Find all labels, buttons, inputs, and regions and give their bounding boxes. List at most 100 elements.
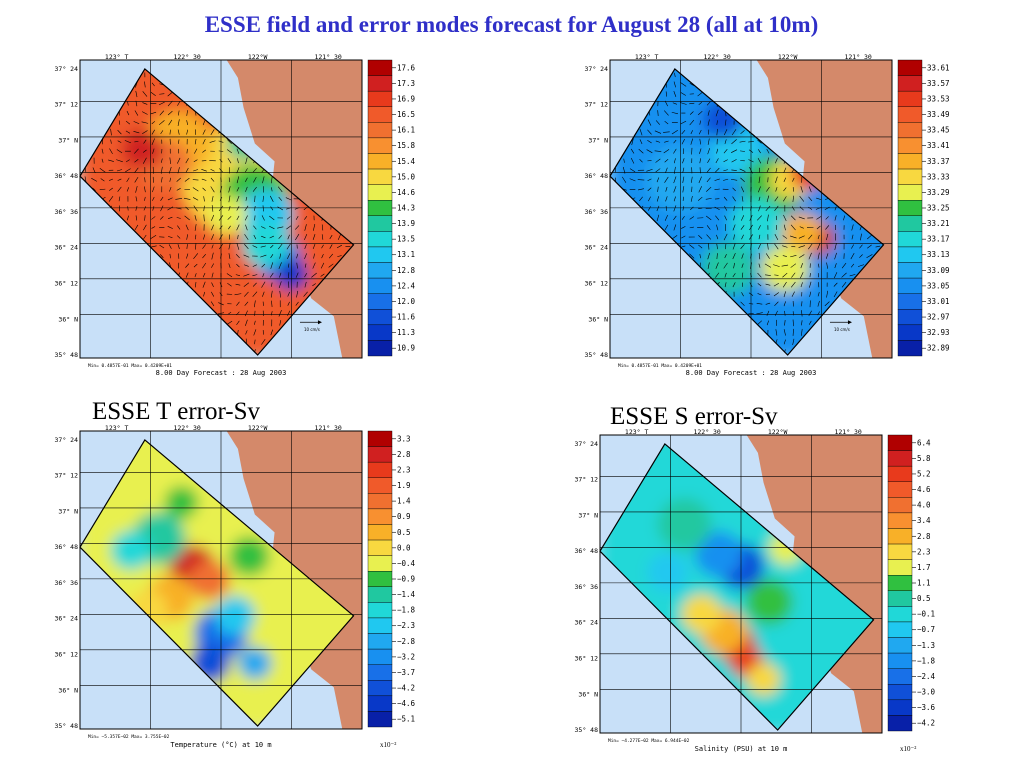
colorbar-label: 4.6 — [917, 485, 931, 494]
colorbar-swatch — [367, 461, 393, 478]
salt-error-map-svg: 123° T 122° 30 122°W 121° 30 37° 24 37° 12 37°… — [575, 428, 936, 753]
colorbar-label: −0.7 — [917, 625, 935, 634]
colorbar-label: 12.8 — [397, 266, 416, 275]
colorbar-swatch — [367, 508, 393, 525]
colorbar-swatch — [367, 168, 393, 185]
colorbar-label: 33.05 — [927, 281, 950, 290]
colorbar-label: 33.13 — [927, 250, 950, 259]
temp-field-colorbar: 17.6 17.3 16.9 16.5 16.1 15.8 15.4 15.0 14.6 14.3… — [367, 59, 416, 357]
lat-tick-label: 37° 24 — [55, 436, 79, 444]
colorbar-label: 11.3 — [397, 328, 415, 337]
lon-tick-label: 122° 30 — [693, 428, 720, 436]
colorbar-label: −4.6 — [397, 699, 416, 708]
colorbar-swatch — [367, 446, 393, 463]
colorbar-label: 33.45 — [927, 126, 950, 135]
colorbar-swatch — [367, 430, 393, 447]
colorbar-label: 13.1 — [397, 250, 415, 259]
temp-error-scale-note: x10⁻² — [380, 741, 396, 749]
panel-salt-field: 123° T 122° 30 122°W 121° 30 37° 24 37° 12 37°… — [578, 52, 973, 382]
lat-tick-label: 36° 48 — [55, 543, 79, 551]
colorbar-swatch — [897, 231, 923, 248]
colorbar-label: 33.53 — [927, 94, 950, 103]
lon-tick-label: 121° 30 — [844, 53, 871, 61]
salt-field-min-max: Min= 0.4857E-01 Max= 0.4209E+01 — [618, 363, 702, 369]
colorbar-swatch — [367, 571, 393, 587]
colorbar-swatch — [887, 481, 913, 498]
colorbar-label: 33.33 — [927, 172, 950, 181]
colorbar-swatch — [897, 153, 923, 170]
temp-error-footer: Temperature (°C) at 10 m — [170, 741, 271, 749]
colorbar-swatch — [367, 648, 393, 665]
temp-error-map-svg: 123° T 122° 30 122°W 121° 30 37° 24 37° 12 37°… — [55, 424, 416, 749]
temp-field-map-svg: 123° T 122° 30 122°W 121° 30 37° 24 37° 12 37°… — [55, 53, 416, 377]
colorbar-swatch — [887, 434, 913, 451]
colorbar-label: 0.5 — [397, 528, 411, 537]
lon-tick-label: 122°W — [778, 53, 798, 61]
colorbar-label: 17.3 — [397, 79, 415, 88]
colorbar-swatch — [887, 497, 913, 514]
colorbar-swatch — [887, 590, 913, 607]
colorbar-swatch — [367, 309, 393, 326]
lat-tick-label: 35° 48 — [575, 726, 599, 734]
colorbar-swatch — [367, 617, 393, 634]
colorbar-swatch — [367, 324, 393, 341]
salt-field-map-svg: 123° T 122° 30 122°W 121° 30 37° 24 37° 12 37°… — [585, 53, 950, 377]
salt-field-colorbar: 33.61 33.57 33.53 33.49 33.45 33.41 33.37 33.33… — [897, 59, 950, 357]
panel-temp-error: 123° T 122° 30 122°W 121° 30 37° 24 37° 12 37°… — [48, 423, 443, 753]
colorbar-swatch — [897, 200, 923, 216]
lat-tick-label: 36° 48 — [585, 172, 609, 180]
colorbar-label: −2.3 — [397, 621, 415, 630]
colorbar-label: 11.6 — [397, 313, 416, 322]
colorbar-label: 33.09 — [927, 266, 950, 275]
colorbar-label: 0.0 — [397, 543, 411, 552]
lon-tick-label: 123° T — [105, 424, 129, 432]
temp-field-domain-outline — [79, 68, 355, 356]
colorbar-swatch — [897, 59, 923, 76]
colorbar-swatch — [897, 137, 923, 154]
lon-tick-label: 123° T — [105, 53, 129, 61]
colorbar-label: 2.8 — [397, 450, 411, 459]
colorbar-swatch — [367, 75, 393, 92]
colorbar-swatch — [897, 184, 923, 201]
colorbar-swatch — [897, 246, 923, 263]
lat-tick-label: 37° 12 — [55, 101, 79, 109]
colorbar-swatch — [367, 246, 393, 263]
lon-tick-label: 122°W — [248, 53, 268, 61]
colorbar-label: 15.4 — [397, 157, 416, 166]
colorbar-label: 0.9 — [397, 512, 411, 521]
colorbar-label: −4.2 — [917, 719, 935, 728]
salt-error-footer: Salinity (PSU) at 10 m — [695, 745, 788, 753]
colorbar-label: 33.21 — [927, 219, 950, 228]
colorbar-label: 32.93 — [927, 328, 950, 337]
colorbar-swatch — [897, 75, 923, 92]
colorbar-label: 33.61 — [927, 63, 950, 72]
colorbar-label: 16.1 — [397, 126, 415, 135]
colorbar-label: 15.0 — [397, 172, 416, 181]
lat-tick-label: 36° 12 — [585, 280, 609, 288]
colorbar-label: −3.2 — [397, 652, 415, 661]
colorbar-swatch — [367, 340, 393, 357]
colorbar-label: 1.1 — [917, 579, 931, 588]
salt-error-domain-outline — [599, 443, 875, 731]
salt-error-scale-note: x10⁻² — [900, 745, 916, 753]
colorbar-label: −0.9 — [397, 575, 415, 584]
colorbar-label: 16.9 — [397, 94, 415, 103]
lon-tick-label: 123° T — [635, 53, 659, 61]
colorbar-swatch — [367, 664, 393, 681]
colorbar-swatch — [367, 680, 393, 697]
lon-tick-label: 122° 30 — [173, 53, 200, 61]
colorbar-label: 0.5 — [917, 594, 931, 603]
lon-tick-label: 122° 30 — [703, 53, 730, 61]
lon-tick-label: 123° T — [625, 428, 649, 436]
colorbar-label: 12.4 — [397, 281, 416, 290]
temp-field-land — [226, 60, 362, 358]
colorbar-swatch — [887, 559, 913, 576]
temp-field-min-max: Min= 0.4857E-01 Max= 0.4209E+01 — [88, 363, 172, 369]
colorbar-swatch — [897, 90, 923, 107]
lat-tick-label: 36° N — [588, 315, 608, 323]
colorbar-label: 1.7 — [917, 563, 931, 572]
colorbar-swatch — [367, 106, 393, 123]
salt-field-domain-outline — [609, 68, 885, 356]
colorbar-label: 17.6 — [397, 63, 416, 72]
caption-s-error: ESSE S error-Sv — [610, 403, 778, 430]
